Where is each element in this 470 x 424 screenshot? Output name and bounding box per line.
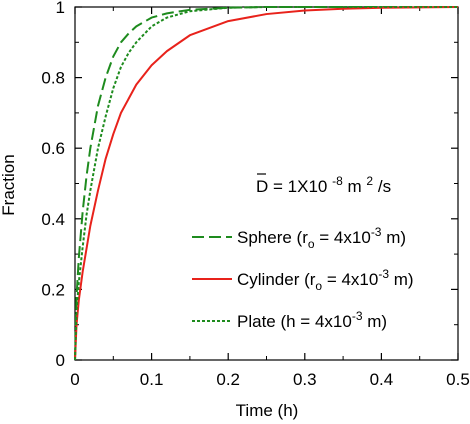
series-line-sphere [74,6,458,361]
legend-label-cylinder: Cylinder (ro = 4x10-3 m) [237,267,414,293]
legend-label-sphere: Sphere (ro = 4x10-3 m) [237,225,406,251]
diffusivity-exponent: -8 [332,174,343,188]
x-tick-label: 0.5 [446,370,470,389]
x-tick-label: 0 [70,370,79,389]
y-tick-label: 0.4 [41,210,65,229]
x-tick-label: 0.4 [370,370,394,389]
x-tick-label: 0.1 [140,370,164,389]
series-layer [74,6,459,361]
y-tick-label: 0.8 [41,69,65,88]
x-axis-label: Time (h) [236,401,299,420]
series-line-plate [74,6,458,361]
y-axis-label: Fraction [0,154,18,215]
series-line-cylinder [74,6,459,361]
x-tick-label: 0.2 [216,370,240,389]
y-tick-label: 0 [56,351,65,370]
y-tick-label: 1 [56,0,65,17]
diffusivity-unit-exponent: 2 [366,174,373,188]
diffusivity-symbol: D [256,177,268,196]
x-tick-label: 0.3 [293,370,317,389]
y-tick-label: 0.6 [41,139,65,158]
diffusivity-unit-m: m [348,177,362,196]
legend-label-plate: Plate (h = 4x10-3 m) [237,309,387,331]
diffusivity-annotation: D = 1X10 -8 m 2 /s [256,170,391,196]
diffusivity-unit-rest: /s [378,177,391,196]
y-tick-label: 0.2 [41,280,65,299]
legend: Sphere (ro = 4x10-3 m) Cylinder (ro = 4x1… [192,225,414,331]
diffusivity-equals: = 1X10 [273,177,327,196]
tick-labels-layer: 0 0.1 0.2 0.3 0.4 0.5 0 0.2 0.4 0.6 0.8 1 [41,0,469,389]
